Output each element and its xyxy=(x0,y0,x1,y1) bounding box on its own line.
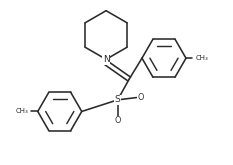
Text: O: O xyxy=(114,116,121,125)
Text: CH₃: CH₃ xyxy=(15,108,28,115)
Text: N: N xyxy=(103,55,110,64)
Text: O: O xyxy=(138,93,144,102)
Text: CH₃: CH₃ xyxy=(196,55,209,61)
Text: S: S xyxy=(115,95,120,104)
